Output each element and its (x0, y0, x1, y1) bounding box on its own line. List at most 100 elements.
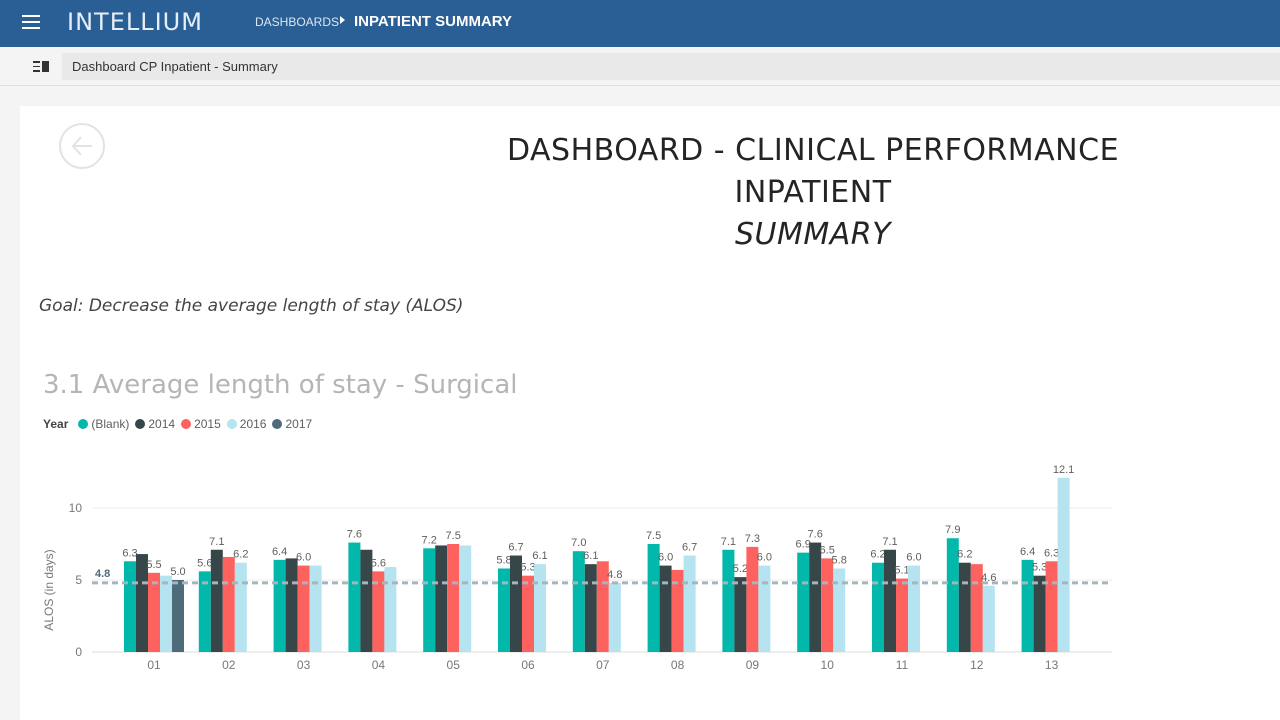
bar-blank-06[interactable] (498, 568, 510, 652)
x-tick-label: 07 (596, 658, 610, 672)
bar-2014-08[interactable] (659, 565, 672, 652)
hamburger-icon[interactable] (22, 15, 40, 29)
reference-line-label: 4.8 (95, 568, 110, 580)
bar-2016-02[interactable] (234, 562, 247, 652)
data-label: 6.4 (272, 546, 287, 558)
bar-2016-13[interactable] (1057, 477, 1070, 652)
legend-title: Year (43, 417, 69, 431)
data-label: 6.9 (796, 539, 811, 551)
y-tick-label: 10 (69, 501, 83, 515)
bar-2014-04[interactable] (360, 549, 373, 652)
dashboard-heading: DASHBOARD - CLINICAL PERFORMANCE INPATIE… (470, 130, 1156, 256)
breadcrumb-dashboards[interactable]: DASHBOARDS (255, 15, 340, 29)
data-label: 7.1 (721, 536, 736, 548)
bar-2015-02[interactable] (222, 556, 235, 652)
bar-blank-08[interactable] (647, 544, 660, 652)
bar-2014-07[interactable] (584, 564, 597, 652)
legend-item-blank[interactable]: (Blank) (78, 417, 129, 431)
legend-item-2017[interactable]: 2017 (272, 417, 312, 431)
legend-item-2015[interactable]: 2015 (181, 417, 221, 431)
bar-2015-11[interactable] (896, 578, 908, 652)
bar-blank-03[interactable] (273, 559, 286, 652)
bar-blank-11[interactable] (872, 562, 884, 652)
bar-2015-01[interactable] (148, 572, 160, 652)
bar-2014-03[interactable] (285, 558, 298, 652)
bar-2015-09[interactable] (746, 546, 759, 652)
breadcrumb-arrow-icon (340, 16, 345, 24)
heading-line-3: SUMMARY (735, 217, 891, 252)
data-label: 7.6 (347, 529, 362, 541)
legend-label: 2016 (239, 417, 267, 431)
brand-logo[interactable]: INTELLIUM (67, 8, 203, 36)
x-tick-label: 09 (746, 658, 760, 672)
bar-2016-03[interactable] (309, 565, 322, 652)
bar-blank-02[interactable] (198, 571, 211, 652)
bar-2015-04[interactable] (372, 571, 385, 652)
bar-2014-12[interactable] (958, 562, 971, 652)
legend-dot (272, 419, 283, 429)
bar-2016-11[interactable] (908, 565, 920, 652)
data-label: 4.6 (981, 572, 996, 584)
data-label: 6.2 (870, 549, 885, 561)
bar-2015-05[interactable] (447, 544, 460, 652)
bar-blank-12[interactable] (946, 538, 959, 652)
bar-blank-04[interactable] (348, 542, 361, 652)
bar-blank-07[interactable] (572, 551, 585, 652)
bar-2016-12[interactable] (982, 585, 995, 652)
data-label: 5.5 (146, 559, 161, 571)
page-list-icon[interactable] (33, 61, 49, 72)
bar-2016-08[interactable] (683, 555, 696, 652)
page-name-field[interactable]: Dashboard CP Inpatient - Summary (62, 53, 1280, 80)
bar-blank-01[interactable] (124, 561, 136, 652)
y-tick-label: 5 (75, 573, 82, 587)
bar-2015-03[interactable] (297, 565, 310, 652)
goal-text: Goal: Decrease the average length of sta… (39, 296, 464, 316)
bar-2014-05[interactable] (435, 545, 448, 652)
data-label: 6.7 (682, 542, 697, 554)
legend-dot (78, 419, 89, 429)
data-label: 6.2 (957, 549, 972, 561)
bar-blank-05[interactable] (423, 548, 436, 652)
data-label: 6.3 (122, 547, 137, 559)
bar-2016-06[interactable] (534, 564, 546, 652)
bar-2017-01[interactable] (172, 580, 184, 652)
x-tick-label: 13 (1045, 658, 1059, 672)
bar-2014-09[interactable] (734, 577, 747, 652)
legend-item-2016[interactable]: 2016 (226, 417, 267, 431)
bar-2016-09[interactable] (758, 565, 771, 652)
bar-2016-04[interactable] (384, 567, 397, 652)
legend-item-2014[interactable]: 2014 (135, 417, 175, 431)
bar-2014-02[interactable] (210, 549, 223, 652)
legend-label: (Blank) (91, 417, 130, 431)
bar-2014-01[interactable] (136, 554, 148, 652)
bar-2014-10[interactable] (809, 542, 822, 652)
legend-label: 2015 (194, 417, 221, 431)
data-label: 6.1 (532, 550, 547, 562)
data-label: 6.0 (658, 552, 673, 564)
bar-2014-13[interactable] (1033, 575, 1046, 652)
x-tick-label: 01 (147, 658, 161, 672)
bar-blank-10[interactable] (797, 552, 810, 652)
bar-2015-10[interactable] (821, 558, 834, 652)
data-label: 5.3 (1032, 562, 1047, 574)
bar-2016-05[interactable] (459, 545, 472, 652)
bar-2015-08[interactable] (671, 569, 684, 652)
back-button[interactable] (59, 123, 105, 169)
bar-2016-07[interactable] (608, 582, 621, 652)
bar-2014-11[interactable] (884, 549, 896, 652)
bar-2016-10[interactable] (833, 568, 846, 652)
data-label: 5.1 (894, 565, 909, 577)
data-label: 4.8 (607, 569, 622, 581)
bar-2015-06[interactable] (522, 575, 534, 652)
bar-2016-01[interactable] (160, 575, 172, 652)
bar-blank-09[interactable] (722, 549, 735, 652)
legend-dot (135, 419, 146, 429)
bar-2015-12[interactable] (970, 564, 983, 652)
data-label: 7.1 (209, 536, 224, 548)
bar-2015-13[interactable] (1045, 561, 1058, 652)
heading-line-2: INPATIENT (734, 175, 892, 210)
data-label: 6.5 (820, 544, 835, 556)
x-tick-label: 08 (671, 658, 685, 672)
bar-2014-06[interactable] (510, 555, 522, 652)
